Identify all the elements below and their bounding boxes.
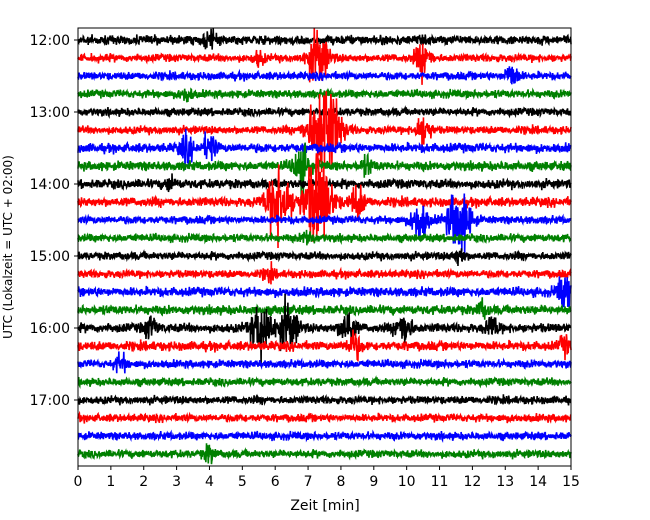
- y-tick-label: 14:00: [30, 177, 70, 193]
- trace-1430: [77, 193, 572, 255]
- plot-frame: [77, 27, 572, 467]
- x-tick-label: 11: [431, 474, 449, 490]
- trace-1330: [77, 128, 572, 171]
- x-tick-label: 4: [205, 474, 214, 490]
- x-tick-label: 10: [398, 474, 416, 490]
- trace-1745: [77, 443, 572, 465]
- y-axis-ticks: 12:00 13:00 14:00 15:00 16:00 17:00: [30, 33, 78, 409]
- x-tick-label: 1: [106, 474, 115, 490]
- y-tick-label: 17:00: [30, 393, 70, 409]
- trace-1530: [77, 276, 572, 308]
- y-tick-label: 12:00: [30, 33, 70, 49]
- x-tick-label: 9: [369, 474, 378, 490]
- trace-1500: [77, 248, 572, 267]
- y-tick-label: 16:00: [30, 321, 70, 337]
- x-tick-label: 3: [172, 474, 181, 490]
- trace-1545: [77, 297, 572, 320]
- trace-1315: [77, 91, 572, 173]
- x-tick-label: 13: [496, 474, 514, 490]
- trace-1200: [77, 28, 572, 50]
- trace-1215: [77, 27, 572, 85]
- trace-group: [77, 27, 572, 465]
- trace-1630: [77, 351, 572, 374]
- x-tick-label: 2: [139, 474, 148, 490]
- trace-1245: [77, 87, 572, 103]
- trace-1415: [77, 153, 572, 248]
- x-tick-label: 14: [529, 474, 547, 490]
- x-tick-label: 7: [304, 474, 313, 490]
- trace-1515: [77, 261, 572, 285]
- x-tick-label: 0: [74, 474, 83, 490]
- trace-1715: [77, 410, 572, 424]
- trace-1345: [77, 142, 572, 200]
- trace-1615: [77, 329, 572, 362]
- trace-1600: [77, 293, 572, 365]
- x-tick-label: 8: [336, 474, 345, 490]
- trace-1730: [77, 429, 572, 443]
- trace-1700: [77, 393, 572, 406]
- x-tick-label: 6: [271, 474, 280, 490]
- trace-1645: [77, 375, 572, 389]
- x-axis-ticks: 0 1 2 3 4 5 6 7 8 9 10 11 12 13 14 15: [74, 466, 580, 490]
- y-tick-label: 13:00: [30, 105, 70, 121]
- y-axis-label: UTC (Lokalzeit = UTC + 02:00): [1, 155, 15, 339]
- x-tick-label: 12: [463, 474, 481, 490]
- x-axis-label: Zeit [min]: [290, 498, 359, 514]
- trace-1445: [77, 229, 572, 246]
- y-tick-label: 15:00: [30, 249, 70, 265]
- x-tick-label: 15: [562, 474, 580, 490]
- x-tick-label: 5: [238, 474, 247, 490]
- trace-1230: [77, 66, 572, 85]
